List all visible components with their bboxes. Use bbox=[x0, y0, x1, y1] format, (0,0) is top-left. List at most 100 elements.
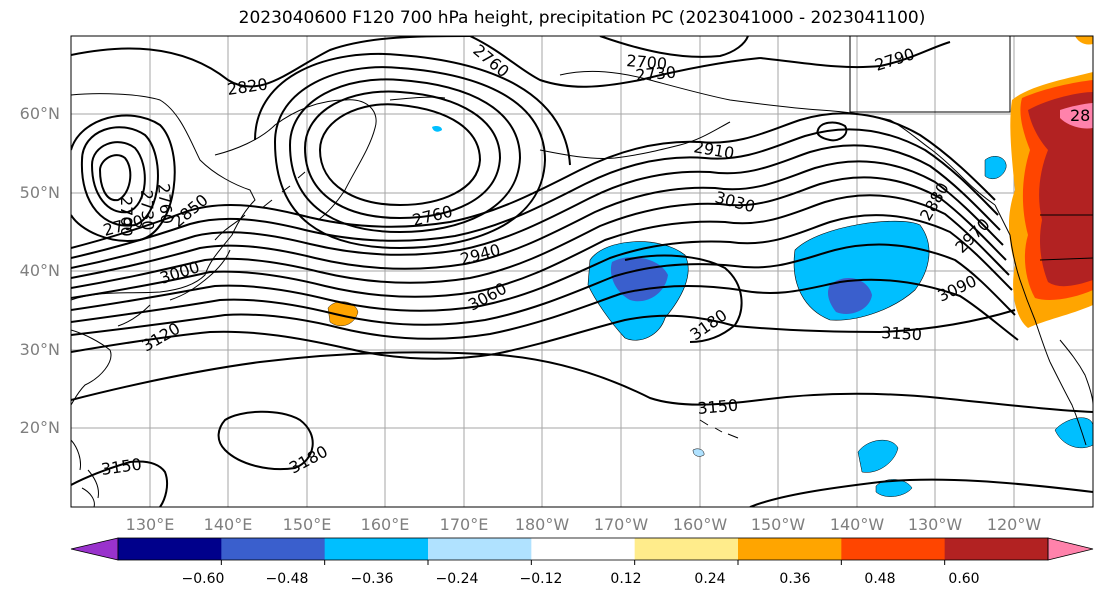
lon-label: 130°E bbox=[125, 515, 175, 534]
contour-3000 bbox=[71, 194, 1010, 299]
contour-label: 28 bbox=[1070, 106, 1090, 125]
contour-low-central-4 bbox=[254, 53, 571, 166]
precip-blob-hawaii-small bbox=[692, 448, 705, 457]
contour-label: 2700 bbox=[117, 196, 136, 237]
colorbar-tick-label: 0.48 bbox=[864, 571, 896, 587]
contour-low-west-1 bbox=[90, 141, 146, 214]
lat-label: 50°N bbox=[19, 183, 60, 202]
contour-3150-south bbox=[71, 351, 1093, 413]
lon-label: 140°W bbox=[829, 515, 885, 534]
colorbar-tick-label: −0.12 bbox=[519, 571, 563, 587]
contour-label: 2700 bbox=[626, 51, 668, 73]
contour-3180-loop bbox=[624, 254, 743, 343]
precip-blob-west-coast-core bbox=[1028, 92, 1093, 287]
precip-positive-blobs bbox=[327, 36, 1093, 328]
lat-label: 30°N bbox=[19, 340, 60, 359]
precip-blob-baja bbox=[1054, 417, 1093, 449]
colorbar-segment bbox=[738, 538, 842, 560]
height-contours bbox=[71, 36, 1093, 507]
lon-label: 170°E bbox=[439, 515, 489, 534]
contour-3150-bottom bbox=[71, 460, 169, 507]
coastline-baja bbox=[1049, 339, 1093, 446]
contour-2700-north bbox=[599, 36, 749, 58]
contour-2940 bbox=[71, 160, 1004, 279]
colorbar-segment bbox=[324, 538, 429, 560]
coastline-japan bbox=[117, 214, 246, 327]
contour-2880 bbox=[71, 128, 999, 259]
colorbar-tick-label: 0.24 bbox=[694, 571, 726, 587]
contour-2760-north bbox=[469, 36, 761, 88]
contour-2850 bbox=[71, 112, 996, 249]
coastline-hawaii bbox=[699, 419, 739, 439]
contour-label: 2760 bbox=[154, 183, 176, 225]
colorbar-segment bbox=[428, 538, 532, 560]
contour-3030 bbox=[71, 214, 1013, 312]
coastline-usa-border bbox=[1039, 214, 1093, 261]
map-title: 2023040600 F120 700 hPa height, precipit… bbox=[238, 8, 926, 28]
colorbar-segment bbox=[944, 538, 1049, 560]
contour-3180-south-loop bbox=[217, 410, 314, 471]
colorbar-segment bbox=[531, 538, 636, 560]
lat-label: 20°N bbox=[19, 418, 60, 437]
precip-blob-alaska bbox=[984, 156, 1007, 179]
coastline-alaska bbox=[559, 70, 996, 206]
lat-label: 60°N bbox=[19, 104, 60, 123]
contour-label: 2730 bbox=[137, 189, 157, 230]
colorbar-tick-label: 0.12 bbox=[610, 571, 642, 587]
precip-blob-west-coast-peak bbox=[1060, 103, 1093, 129]
colorbar-tick-label: −0.36 bbox=[350, 571, 394, 587]
precip-blob-hawaii-east bbox=[857, 440, 899, 473]
contour-ridge-east-small bbox=[816, 121, 848, 142]
contour-2820-north bbox=[71, 36, 471, 88]
contour-low-west-2 bbox=[80, 126, 159, 227]
coastline-taiwan-philippines bbox=[71, 439, 99, 507]
contour-low-west-3 bbox=[71, 114, 176, 242]
contour-3150-east bbox=[734, 309, 1016, 334]
precip-blob-north-corner bbox=[1075, 36, 1093, 45]
lon-label: 170°W bbox=[593, 515, 649, 534]
contour-low-central-1 bbox=[303, 90, 502, 220]
contour-label: 3150 bbox=[697, 396, 739, 418]
coastline-bc-coast bbox=[994, 204, 1051, 363]
precip-blob-kamchatka bbox=[432, 126, 442, 132]
precip-blob-hawaii-east-2 bbox=[875, 479, 913, 497]
colorbar-tick-label: −0.48 bbox=[265, 571, 309, 587]
coastline-canada-box bbox=[849, 36, 1011, 113]
lon-label: 150°E bbox=[282, 515, 332, 534]
contour-label: 3150 bbox=[881, 323, 923, 344]
contour-2970 bbox=[71, 176, 1007, 289]
lon-label: 120°W bbox=[986, 515, 1042, 534]
lon-label: 160°W bbox=[672, 515, 728, 534]
lon-label: 180°W bbox=[514, 515, 570, 534]
colorbar-segment bbox=[841, 538, 946, 560]
colorbar-segment bbox=[221, 538, 326, 560]
coastline-china bbox=[71, 329, 112, 406]
lat-label: 40°N bbox=[19, 261, 60, 280]
contour-3120 bbox=[71, 314, 736, 360]
contour-low-west-inner bbox=[98, 154, 132, 202]
contour-labels: 2820 2760 2700 2730 2790 2700 2730 2760 … bbox=[100, 41, 1090, 479]
lon-label: 130°W bbox=[907, 515, 963, 534]
lon-label: 140°E bbox=[203, 515, 253, 534]
colorbar-tick-label: 0.36 bbox=[779, 571, 811, 587]
colorbar-extend-high bbox=[1047, 537, 1094, 561]
coastline-asia-north bbox=[71, 93, 256, 301]
contour-low-central-inner bbox=[318, 103, 482, 207]
contour-3060 bbox=[71, 243, 1016, 326]
lon-label: 150°W bbox=[750, 515, 806, 534]
plot-frame bbox=[70, 35, 1094, 508]
colorbar-tick-label: −0.24 bbox=[435, 571, 479, 587]
contour-2790-north bbox=[759, 41, 951, 69]
lon-label: 160°E bbox=[360, 515, 410, 534]
precip-blob-east-pacific-core bbox=[828, 277, 872, 315]
contour-label: 2730 bbox=[635, 63, 677, 85]
colorbar-segment bbox=[634, 538, 739, 560]
contour-low-central-3 bbox=[273, 66, 547, 250]
colorbar bbox=[70, 537, 1094, 565]
colorbar-tick-label: −0.60 bbox=[181, 571, 225, 587]
colorbar-tick-label: 0.60 bbox=[948, 571, 980, 587]
colorbar-frame bbox=[117, 537, 1049, 561]
colorbar-extend-low bbox=[70, 537, 119, 561]
colorbar-segment bbox=[118, 538, 222, 560]
